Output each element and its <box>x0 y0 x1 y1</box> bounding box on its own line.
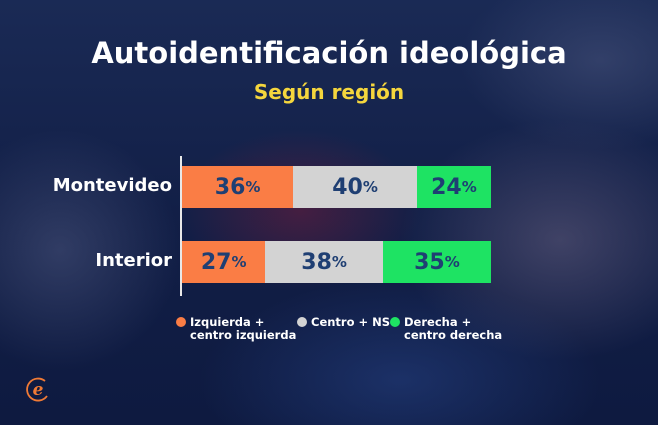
legend-swatch <box>390 317 400 327</box>
data-label: 40 <box>332 174 363 200</box>
legend-label: Izquierda + <box>190 315 265 329</box>
bar-segment: 38% <box>265 241 383 283</box>
bar-segment: 40% <box>293 166 417 208</box>
data-label: 24 <box>431 174 462 200</box>
data-label: 35 <box>414 249 445 275</box>
unit-label: % <box>461 178 477 196</box>
legend-label: centro izquierda <box>190 328 297 342</box>
stacked-bar: 27% 38% 35% <box>182 241 491 283</box>
legend-item: Centro + NS <box>297 315 391 329</box>
bar-segment: 27% <box>182 241 266 283</box>
bar-segment: 36% <box>182 166 294 208</box>
bar-segment: 35% <box>382 241 491 283</box>
legend-swatch <box>176 317 186 327</box>
legend-label: Centro + NS <box>311 315 391 329</box>
data-label: 38 <box>301 249 332 275</box>
chart-title: Autoidentificación ideológica <box>91 36 567 70</box>
unit-label: % <box>331 253 347 271</box>
legend-swatch <box>297 317 307 327</box>
category-axis <box>180 156 182 296</box>
unit-label: % <box>245 178 261 196</box>
unit-label: % <box>444 253 460 271</box>
legend-item: Izquierda + centro izquierda <box>176 315 297 342</box>
legend-item: Derecha + centro derecha <box>390 315 503 342</box>
unit-label: % <box>362 178 378 196</box>
chart-subtitle: Según región <box>253 80 405 104</box>
data-label: 27 <box>200 249 232 275</box>
e-logo-icon: e <box>26 377 48 402</box>
category-label: Interior <box>95 250 172 271</box>
svg-text:e: e <box>33 380 44 400</box>
unit-label: % <box>231 253 247 271</box>
legend-label: centro derecha <box>404 328 503 342</box>
legend-label: Derecha + <box>404 315 472 329</box>
stacked-bar: 36% 40% 24% <box>182 166 491 208</box>
bar-segment: 24% <box>416 166 491 208</box>
data-label: 36 <box>214 174 246 200</box>
category-label: Montevideo <box>52 175 172 196</box>
